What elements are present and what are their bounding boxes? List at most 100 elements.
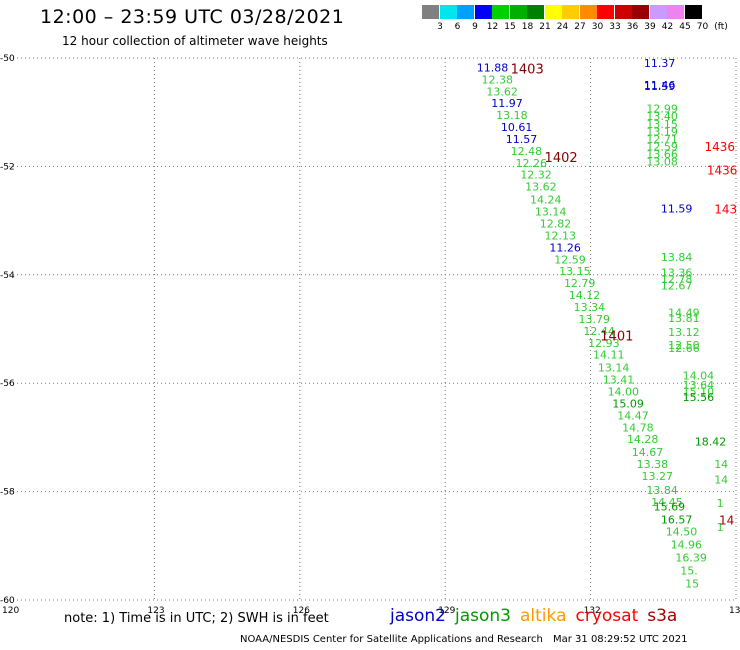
- y-tick-label: -56: [0, 379, 15, 389]
- wave-height-label: 12.26: [515, 157, 547, 170]
- y-tick-label: -50: [0, 54, 15, 64]
- wave-height-label: 13.08: [646, 156, 678, 169]
- wave-height-label: 11.59: [644, 80, 676, 93]
- wave-height-label: 13.84: [661, 251, 693, 264]
- wave-height-label: 13.34: [574, 301, 606, 314]
- scale-label: 12: [486, 22, 499, 32]
- satellite-legend-item: s3a: [647, 606, 678, 626]
- x-tick-label: 135: [729, 606, 740, 616]
- wave-height-label: 13.15: [646, 118, 678, 131]
- wave-height-label: 12.79: [564, 277, 596, 290]
- wave-height-label: 12.59: [554, 253, 586, 266]
- wave-height-label: 12.59: [646, 141, 678, 154]
- scale-label: 24: [556, 22, 569, 32]
- scale-swatch: [527, 5, 544, 19]
- y-tick-label: -54: [0, 271, 15, 281]
- wave-height-label: 12.78: [661, 273, 693, 286]
- wave-height-label: 12.66: [668, 342, 700, 355]
- wave-height-label: 15: [685, 577, 699, 590]
- wave-height-label: 14.04: [683, 369, 715, 382]
- wave-height-label: 12.13: [545, 229, 577, 242]
- scale-swatch: [684, 5, 702, 19]
- scale-label: 3: [437, 22, 443, 32]
- footer-timestamp: Mar 31 08:29:52 UTC 2021: [553, 634, 688, 645]
- wave-height-label: 11.97: [491, 97, 523, 110]
- wave-height-label: 11.46: [644, 79, 676, 92]
- note-text: note: 1) Time is in UTC; 2) SWH is in fe…: [64, 611, 329, 626]
- wave-height-label: 12.67: [661, 279, 693, 292]
- satellite-legend: jason2 jason3 altika cryosat s3a: [390, 606, 686, 626]
- wave-height-label: 13.14: [598, 362, 630, 375]
- wave-height-label: 13.12: [668, 326, 700, 339]
- wave-height-label: 11.57: [506, 133, 538, 146]
- scale-label: 15: [504, 22, 516, 32]
- pass-number-label: 1436: [707, 163, 738, 177]
- scale-label: 45: [679, 22, 691, 32]
- satellite-legend-item: jason3: [455, 606, 511, 626]
- wave-height-label: 13.64: [683, 379, 715, 392]
- x-tick-label: 129: [438, 606, 455, 616]
- wave-height-label: 14.28: [627, 433, 659, 446]
- pass-number-label: 1401: [600, 330, 633, 345]
- scale-swatch: [579, 5, 597, 19]
- wave-height-label: 13.27: [641, 470, 673, 483]
- y-tick-label: -52: [0, 162, 15, 172]
- scale-swatch: [439, 5, 457, 19]
- wave-height-label: 13.62: [486, 85, 518, 98]
- scale-swatch: [597, 5, 614, 19]
- wave-height-label: 16.39: [675, 551, 707, 564]
- wave-height-label: 14.50: [666, 525, 698, 538]
- wave-height-label: 15.: [680, 564, 698, 577]
- x-tick-label: 120: [2, 606, 19, 616]
- satellite-legend-item: cryosat: [575, 606, 639, 626]
- wave-height-label: 13.81: [668, 312, 700, 325]
- wave-height-label: 13.66: [646, 148, 678, 161]
- wave-height-label: 11.26: [549, 241, 581, 254]
- wave-height-label: 12.99: [646, 103, 678, 116]
- wave-height-label: 12.32: [520, 169, 552, 182]
- y-tick-label: -58: [0, 488, 15, 498]
- scale-swatch: [614, 5, 632, 19]
- wave-height-label: 13.84: [646, 484, 678, 497]
- satellite-legend-item: altika: [520, 606, 567, 626]
- scale-label: 33: [609, 22, 621, 32]
- scale-swatch: [649, 5, 667, 19]
- scale-swatch: [632, 5, 649, 19]
- wave-height-label: 13.62: [525, 181, 557, 194]
- scale-label: 30: [591, 22, 604, 32]
- wave-height-label: 13.14: [535, 206, 567, 219]
- wave-height-label: 12.71: [646, 133, 678, 146]
- pass-number-label: 1402: [545, 151, 578, 166]
- wave-height-label: 13.79: [578, 313, 610, 326]
- wave-height-label: 15.69: [654, 500, 686, 513]
- wave-height-label: 10.61: [501, 121, 532, 134]
- wave-height-label: 16.57: [661, 513, 693, 526]
- wave-height-label: 11.59: [661, 202, 693, 215]
- axis-labels: 120 123 126 129 132 135 -50 -52 -54 -56 -58 -60: [0, 54, 740, 616]
- wave-height-label: 14.67: [632, 446, 664, 459]
- scale-label: 70: [696, 22, 709, 32]
- pass-number-label: 1403: [511, 63, 544, 78]
- scale-unit: (ft): [714, 22, 728, 32]
- wave-height-label: 12.48: [511, 145, 543, 158]
- scale-label: 39: [644, 22, 656, 32]
- wave-height-label: 13.18: [496, 109, 527, 122]
- wave-height-label: 14.78: [622, 421, 654, 434]
- wave-height-label: 14.12: [569, 289, 601, 302]
- wave-height-label: 15.56: [683, 391, 715, 404]
- scale-label: 42: [661, 22, 674, 32]
- scale-label: 6: [454, 22, 461, 32]
- wave-height-label: 13.40: [646, 110, 678, 123]
- wave-height-label: 14.00: [608, 386, 640, 399]
- scale-swatch: [562, 5, 579, 19]
- scale-label: 27: [574, 22, 586, 32]
- wave-height-label: 13.15: [559, 265, 591, 278]
- satellite-legend-item: jason2: [390, 606, 446, 626]
- scale-swatch: [667, 5, 684, 19]
- scale-swatch: [509, 5, 527, 19]
- scale-label: 36: [626, 22, 639, 32]
- y-tick-label: -60: [0, 596, 15, 606]
- wave-height-label: 11.37: [644, 57, 676, 70]
- wave-height-label: 14.47: [617, 409, 649, 422]
- scale-label: 21: [539, 22, 551, 32]
